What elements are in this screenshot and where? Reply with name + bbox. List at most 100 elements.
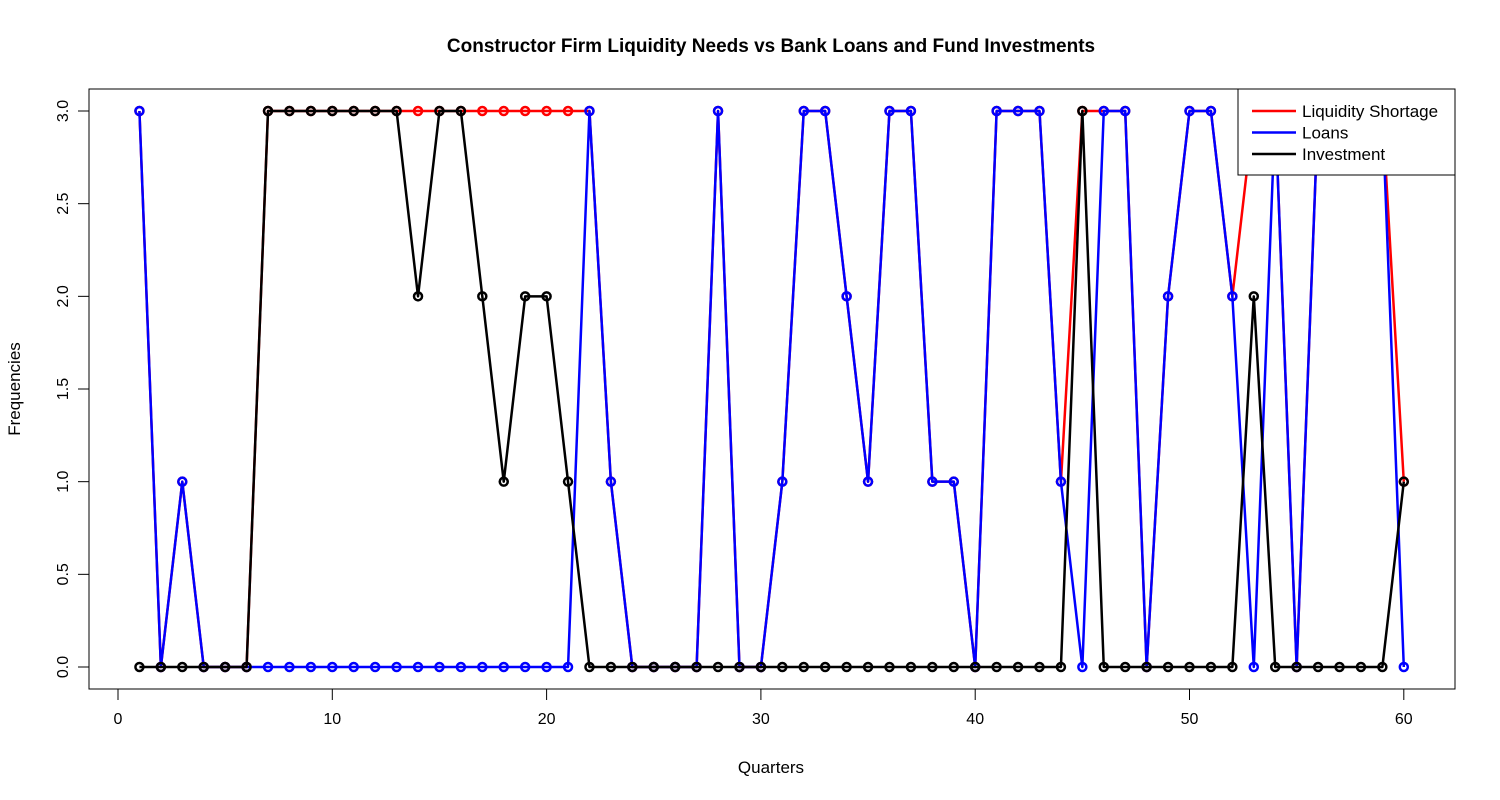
data-point: [1334, 661, 1345, 673]
data-point: [927, 476, 938, 487]
data-point: [755, 661, 767, 673]
data-point: [241, 661, 252, 673]
y-tick-label: 0.5: [55, 563, 72, 585]
data-point: [1098, 661, 1110, 673]
data-point: [177, 476, 188, 487]
y-tick-label: 2.0: [55, 285, 72, 307]
data-point: [1162, 661, 1174, 673]
data-point: [369, 105, 381, 117]
x-axis-title: Quarters: [738, 758, 804, 777]
y-axis: 0.0 0.5 1.0 1.5 2.0 2.5 3.0: [55, 100, 90, 678]
data-point: [1141, 661, 1152, 673]
legend-label: Loans: [1302, 124, 1348, 143]
data-point: [1012, 661, 1024, 673]
data-point: [1377, 661, 1388, 673]
data-point: [969, 661, 981, 673]
data-point: [841, 661, 852, 673]
series-line: [138, 109, 1406, 669]
data-point: [519, 661, 531, 673]
data-point: [905, 661, 917, 673]
data-point: [1291, 661, 1302, 673]
data-point: [327, 661, 338, 673]
data-point: [991, 661, 1002, 673]
data-point: [1248, 661, 1260, 673]
data-point: [541, 661, 552, 673]
data-point: [198, 661, 209, 673]
data-point: [1012, 105, 1024, 117]
data-point: [134, 661, 145, 673]
y-tick-label: 2.5: [55, 192, 72, 214]
data-point: [369, 661, 381, 673]
data-point: [605, 661, 617, 673]
y-tick-label: 1.5: [55, 378, 72, 400]
data-point: [691, 661, 702, 673]
data-point: [1184, 105, 1195, 117]
y-tick-label: 3.0: [55, 100, 72, 122]
data-point: [1269, 661, 1281, 673]
data-point: [498, 105, 509, 117]
data-point: [305, 105, 317, 117]
data-point: [1205, 661, 1217, 673]
data-point: [1227, 661, 1238, 673]
data-point: [284, 661, 295, 673]
data-point: [1077, 661, 1088, 673]
data-point: [712, 105, 724, 117]
data-point: [1034, 105, 1045, 117]
data-point: [862, 661, 874, 673]
data-point: [412, 291, 424, 302]
x-tick-label: 30: [752, 711, 770, 728]
data-point: [927, 661, 938, 673]
data-point: [884, 105, 895, 117]
series-loans: [134, 105, 1410, 673]
data-point: [819, 661, 831, 673]
series-layer: [134, 105, 1410, 673]
data-point: [477, 105, 488, 117]
data-point: [155, 661, 167, 673]
data-point: [1248, 291, 1260, 302]
data-point: [777, 476, 788, 487]
x-tick-label: 20: [538, 711, 556, 728]
data-point: [627, 661, 638, 673]
data-point: [1119, 105, 1131, 117]
data-point: [284, 105, 295, 117]
data-point: [562, 476, 574, 487]
x-tick-label: 50: [1181, 711, 1199, 728]
data-point: [1119, 661, 1131, 673]
data-point: [1227, 291, 1238, 302]
data-point: [948, 476, 960, 487]
data-point: [412, 105, 424, 117]
data-point: [648, 661, 659, 673]
y-tick-label: 0.0: [55, 656, 72, 678]
data-point: [1205, 105, 1217, 117]
series-investment: [134, 105, 1410, 673]
data-point: [669, 661, 681, 673]
data-point: [541, 105, 552, 117]
data-point: [819, 105, 831, 117]
data-point: [734, 661, 745, 673]
data-point: [798, 105, 810, 117]
data-point: [477, 661, 488, 673]
data-point: [177, 661, 188, 673]
data-point: [541, 291, 552, 302]
data-point: [412, 661, 424, 673]
data-point: [519, 291, 531, 302]
y-axis-title: Frequencies: [5, 342, 24, 436]
data-point: [305, 661, 317, 673]
data-point: [1098, 105, 1110, 117]
data-point: [477, 291, 488, 302]
legend-label: Investment: [1302, 145, 1385, 164]
data-point: [434, 105, 445, 117]
x-tick-label: 10: [323, 711, 341, 728]
data-point: [862, 476, 874, 487]
data-point: [262, 105, 274, 117]
x-axis: 0 10 20 30 40 50 60: [114, 688, 1413, 728]
x-tick-label: 40: [966, 711, 984, 728]
data-point: [134, 105, 145, 117]
data-point: [1355, 661, 1367, 673]
series-liquidity-shortage: [134, 105, 1410, 673]
data-point: [434, 661, 445, 673]
data-point: [498, 476, 509, 487]
data-point: [1077, 105, 1088, 117]
